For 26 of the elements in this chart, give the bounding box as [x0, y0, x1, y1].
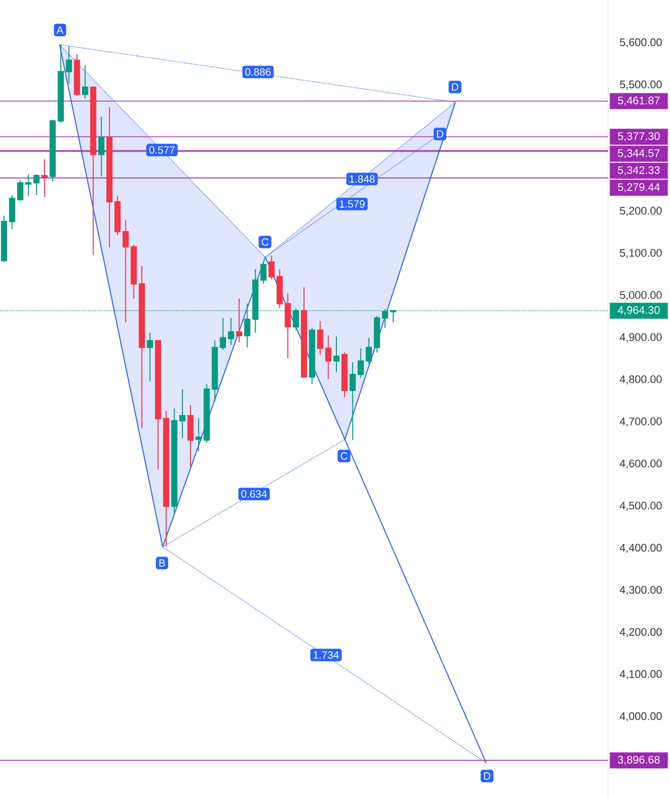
y-tick-label: 4,900.00: [620, 333, 662, 342]
y-tick-label: 5,100.00: [620, 249, 662, 258]
annotation: D: [484, 772, 490, 780]
y-tick-label: 4,500.00: [620, 502, 662, 511]
annotation: B: [159, 559, 165, 567]
ref-line-label: 5,344.57: [618, 149, 660, 158]
ref-line-label: 5,377.30: [618, 132, 660, 142]
y-tick-label: 4,700.00: [620, 417, 662, 427]
ref-line-label: 5,279.44: [618, 183, 660, 192]
y-tick-label: 4,100.00: [620, 670, 662, 680]
y-tick-label: 4,000.00: [620, 712, 662, 722]
ref-line-label: 3,896.68: [618, 756, 660, 765]
ref-line-label: 5,461.87: [618, 96, 660, 106]
ref-line-label: 5,342.33: [618, 166, 660, 176]
y-tick-label: 5,200.00: [620, 206, 662, 216]
y-tick-label: 5,000.00: [620, 291, 662, 300]
y-tick-label: 5,600.00: [620, 38, 662, 48]
annotation: 1.734: [314, 651, 339, 659]
annotation: A: [56, 26, 64, 34]
y-tick-label: 5,500.00: [620, 80, 662, 90]
y-tick-label: 4,300.00: [620, 586, 662, 595]
y-tick-label: 4,200.00: [620, 628, 662, 638]
ref-line-label: 4,964.30: [618, 306, 660, 316]
y-tick-label: 4,400.00: [620, 544, 662, 553]
y-tick-label: 4,600.00: [620, 460, 662, 469]
y-tick-label: 4,800.00: [620, 375, 662, 384]
